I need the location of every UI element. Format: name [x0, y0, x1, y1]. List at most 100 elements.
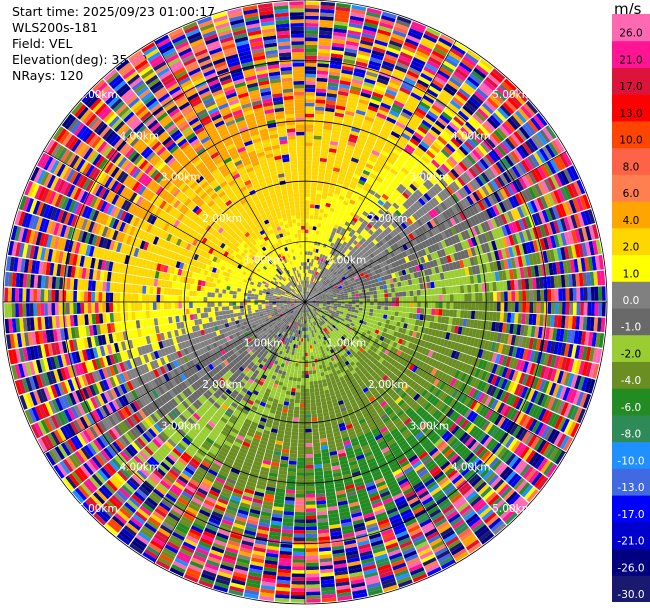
velocity-gate	[305, 258, 308, 263]
velocity-gate	[313, 351, 317, 356]
velocity-gate	[318, 45, 331, 50]
velocity-gate	[341, 65, 354, 72]
velocity-gate	[315, 103, 325, 108]
velocity-gate	[310, 281, 313, 286]
velocity-gate	[369, 294, 374, 299]
velocity-gate	[334, 17, 349, 23]
velocity-gate	[368, 287, 373, 292]
velocity-gate	[305, 215, 310, 219]
velocity-gate	[354, 146, 363, 153]
velocity-gate	[310, 285, 314, 290]
velocity-gate	[318, 361, 322, 366]
velocity-gate	[328, 262, 333, 267]
velocity-gate	[424, 295, 429, 302]
velocity-gate	[351, 208, 358, 214]
velocity-gate	[344, 209, 351, 215]
velocity-gate	[522, 290, 527, 302]
velocity-gate	[540, 289, 545, 301]
velocity-gate	[405, 38, 419, 47]
velocity-gate	[401, 48, 415, 57]
velocity-gate	[313, 131, 323, 137]
velocity-gate	[425, 63, 439, 73]
velocity-gate	[307, 276, 309, 281]
velocity-gate	[371, 208, 378, 215]
velocity-gate	[398, 306, 403, 312]
velocity-gate	[305, 8, 320, 13]
velocity-gate	[313, 442, 321, 447]
velocity-gate	[305, 468, 314, 473]
velocity-gate	[305, 37, 318, 42]
velocity-gate	[407, 140, 418, 150]
velocity-gate	[306, 598, 321, 603]
velocity-gate	[310, 395, 316, 400]
velocity-gate	[356, 219, 363, 226]
velocity-gate	[307, 352, 311, 357]
velocity-gate	[344, 51, 357, 58]
velocity-gate	[325, 252, 330, 257]
velocity-gate	[391, 292, 396, 298]
velocity-gate	[305, 135, 313, 140]
velocity-gate	[307, 348, 311, 353]
velocity-gate	[314, 279, 318, 284]
velocity-gate	[307, 345, 310, 349]
velocity-gate	[305, 225, 309, 230]
velocity-gate	[305, 486, 315, 491]
velocity-gate	[312, 263, 316, 267]
velocity-gate	[416, 289, 421, 296]
velocity-gate	[305, 84, 316, 89]
velocity-gate	[325, 202, 331, 208]
velocity-gate	[306, 544, 318, 549]
velocity-gate	[306, 265, 309, 270]
velocity-gate	[305, 48, 318, 53]
velocity-gate	[416, 79, 430, 89]
velocity-gate	[310, 247, 314, 252]
velocity-gate	[587, 302, 592, 316]
velocity-gate	[352, 153, 361, 160]
velocity-gate	[379, 153, 388, 161]
velocity-gate	[306, 295, 308, 299]
velocity-gate	[315, 398, 321, 403]
velocity-gate	[316, 272, 320, 277]
velocity-gate	[311, 233, 316, 238]
velocity-gate	[305, 131, 314, 136]
velocity-gate	[315, 395, 321, 400]
velocity-gate	[339, 80, 351, 86]
velocity-gate	[376, 290, 381, 295]
velocity-gate	[364, 166, 372, 173]
velocity-gate	[306, 287, 308, 292]
velocity-gate	[442, 60, 456, 71]
velocity-gate	[337, 225, 343, 231]
velocity-gate	[330, 242, 335, 247]
velocity-gate	[345, 174, 353, 180]
velocity-gate	[312, 274, 316, 279]
elevation-text: Elevation(deg): 35.00	[12, 52, 148, 67]
velocity-gate	[338, 142, 347, 148]
velocity-gate	[340, 207, 346, 213]
velocity-gate	[417, 295, 421, 302]
velocity-gate	[319, 165, 326, 170]
velocity-gate	[431, 288, 436, 295]
velocity-gate	[306, 291, 308, 295]
velocity-gate	[442, 309, 447, 317]
velocity-gate	[313, 446, 321, 451]
velocity-gate	[407, 98, 419, 107]
velocity-gate	[361, 201, 368, 208]
velocity-gate	[324, 176, 331, 182]
velocity-gate	[307, 284, 309, 288]
velocity-gate	[305, 493, 316, 498]
velocity-gate	[305, 262, 307, 266]
velocity-gate	[433, 46, 448, 57]
velocity-gate	[376, 309, 381, 314]
velocity-gate	[453, 71, 466, 82]
velocity-gate	[337, 176, 345, 182]
velocity-gate	[305, 204, 310, 208]
velocity-gate	[364, 207, 371, 214]
velocity-gate	[373, 119, 384, 127]
velocity-gate	[572, 302, 577, 316]
velocity-gate	[349, 183, 357, 190]
velocity-gate	[525, 302, 530, 313]
velocity-gate	[344, 293, 348, 296]
velocity-gate	[305, 454, 314, 458]
velocity-gate	[305, 146, 313, 150]
velocity-gate	[308, 262, 312, 267]
